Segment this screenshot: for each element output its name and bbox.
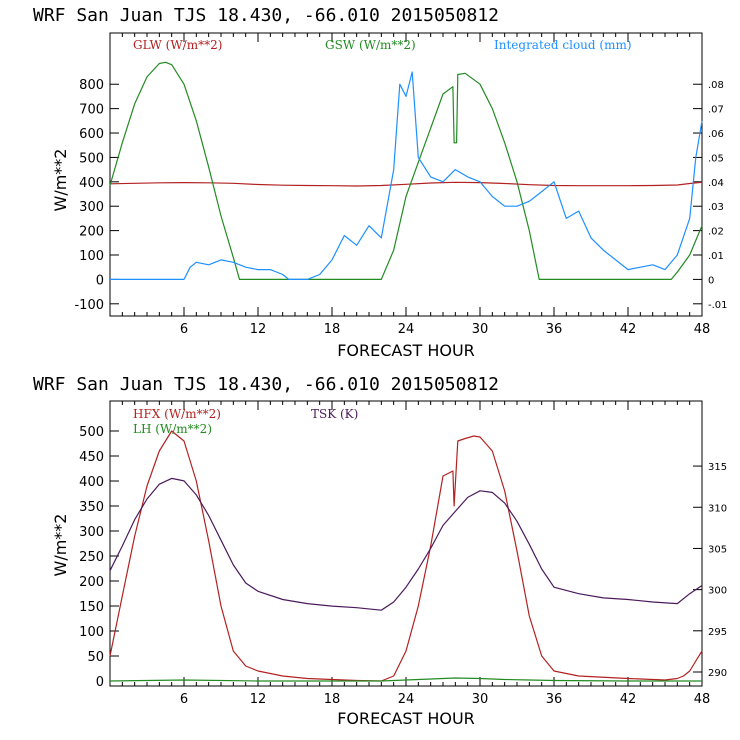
series-line-glw [109, 181, 703, 187]
series-line-tsk [109, 477, 703, 611]
y-tick-label: 50 [87, 650, 104, 665]
chart-title: WRF San Juan TJS 18.430, -66.010 2015050… [33, 5, 499, 26]
right-y-tick-label: 315 [708, 462, 727, 473]
right-y-tick-label: .04 [708, 178, 724, 189]
plot-frame [109, 32, 703, 317]
right-y-tick-label: .05 [708, 153, 724, 164]
y-tick-label: 400 [79, 475, 104, 490]
x-axis-label: FORECAST HOUR [337, 341, 475, 360]
x-tick-label: 18 [324, 692, 341, 707]
plot-frame [109, 400, 703, 687]
right-y-tick-label: .07 [708, 105, 724, 116]
right-y-tick-label: 305 [708, 544, 727, 555]
y-tick-label: 700 [79, 103, 104, 118]
y-tick-label: 400 [79, 176, 104, 191]
y-tick-label: 200 [79, 225, 104, 240]
x-tick-label: 12 [250, 692, 267, 707]
right-y-tick-label: .02 [708, 227, 724, 238]
x-tick-label: 42 [620, 692, 637, 707]
y-tick-label: 450 [79, 450, 104, 465]
right-y-tick-label: 0 [708, 275, 714, 286]
y-tick-label: 250 [79, 550, 104, 565]
right-y-tick-label: 300 [708, 586, 727, 597]
x-tick-label: 18 [324, 322, 341, 337]
y-axis-label: W/m**2 [51, 514, 70, 577]
y-tick-label: -100 [74, 298, 104, 313]
y-tick-label: 300 [79, 200, 104, 215]
x-axis-label: FORECAST HOUR [337, 709, 475, 728]
legend-entry: GLW (W/m**2) [133, 38, 222, 52]
series-line-integrated [110, 71, 703, 280]
right-y-tick-label: .06 [708, 129, 724, 140]
right-y-tick-label: 295 [708, 627, 727, 638]
right-y-tick-label: .01 [708, 251, 724, 262]
x-tick-label: 48 [694, 692, 711, 707]
right-y-tick-label: 290 [708, 668, 727, 679]
y-tick-label: 100 [79, 625, 104, 640]
legend-entry: GSW (W/m**2) [325, 38, 416, 52]
x-tick-label: 48 [694, 322, 711, 337]
x-tick-label: 30 [472, 322, 489, 337]
y-tick-label: 200 [79, 575, 104, 590]
y-tick-label: 800 [79, 78, 104, 93]
x-tick-label: 6 [180, 692, 188, 707]
x-tick-label: 6 [180, 322, 188, 337]
chart-1: WRF San Juan TJS 18.430, -66.010 2015050… [33, 5, 728, 360]
y-tick-label: 300 [79, 525, 104, 540]
x-tick-label: 24 [398, 692, 415, 707]
y-tick-label: 100 [79, 249, 104, 264]
right-y-tick-label: .08 [708, 80, 724, 91]
y-tick-label: 150 [79, 600, 104, 615]
chart-2: WRF San Juan TJS 18.430, -66.010 2015050… [33, 374, 727, 728]
y-tick-label: 0 [96, 675, 104, 690]
x-tick-label: 24 [398, 322, 415, 337]
legend-entry: LH (W/m**2) [133, 422, 212, 436]
y-tick-label: 500 [79, 151, 104, 166]
y-tick-label: 0 [96, 273, 104, 288]
y-tick-label: 600 [79, 127, 104, 142]
series-line-hfx [109, 430, 703, 682]
right-y-tick-label: .03 [708, 202, 724, 213]
x-tick-label: 30 [472, 692, 489, 707]
series-line-lh [109, 677, 702, 682]
right-y-tick-label: 310 [708, 503, 727, 514]
legend-entry: TSK (K) [311, 407, 358, 421]
legend-entry: Integrated cloud (mm) [494, 38, 632, 52]
legend-entry: HFX (W/m**2) [133, 407, 221, 421]
x-tick-label: 42 [620, 322, 637, 337]
y-tick-label: 500 [79, 425, 104, 440]
right-y-tick-label: -.01 [708, 300, 728, 311]
y-tick-label: 350 [79, 500, 104, 515]
x-tick-label: 36 [546, 692, 563, 707]
x-tick-label: 36 [546, 322, 563, 337]
chart-title: WRF San Juan TJS 18.430, -66.010 2015050… [33, 374, 499, 395]
y-axis-label: W/m**2 [51, 149, 70, 212]
x-tick-label: 12 [250, 322, 267, 337]
series-line-gsw [109, 61, 703, 280]
